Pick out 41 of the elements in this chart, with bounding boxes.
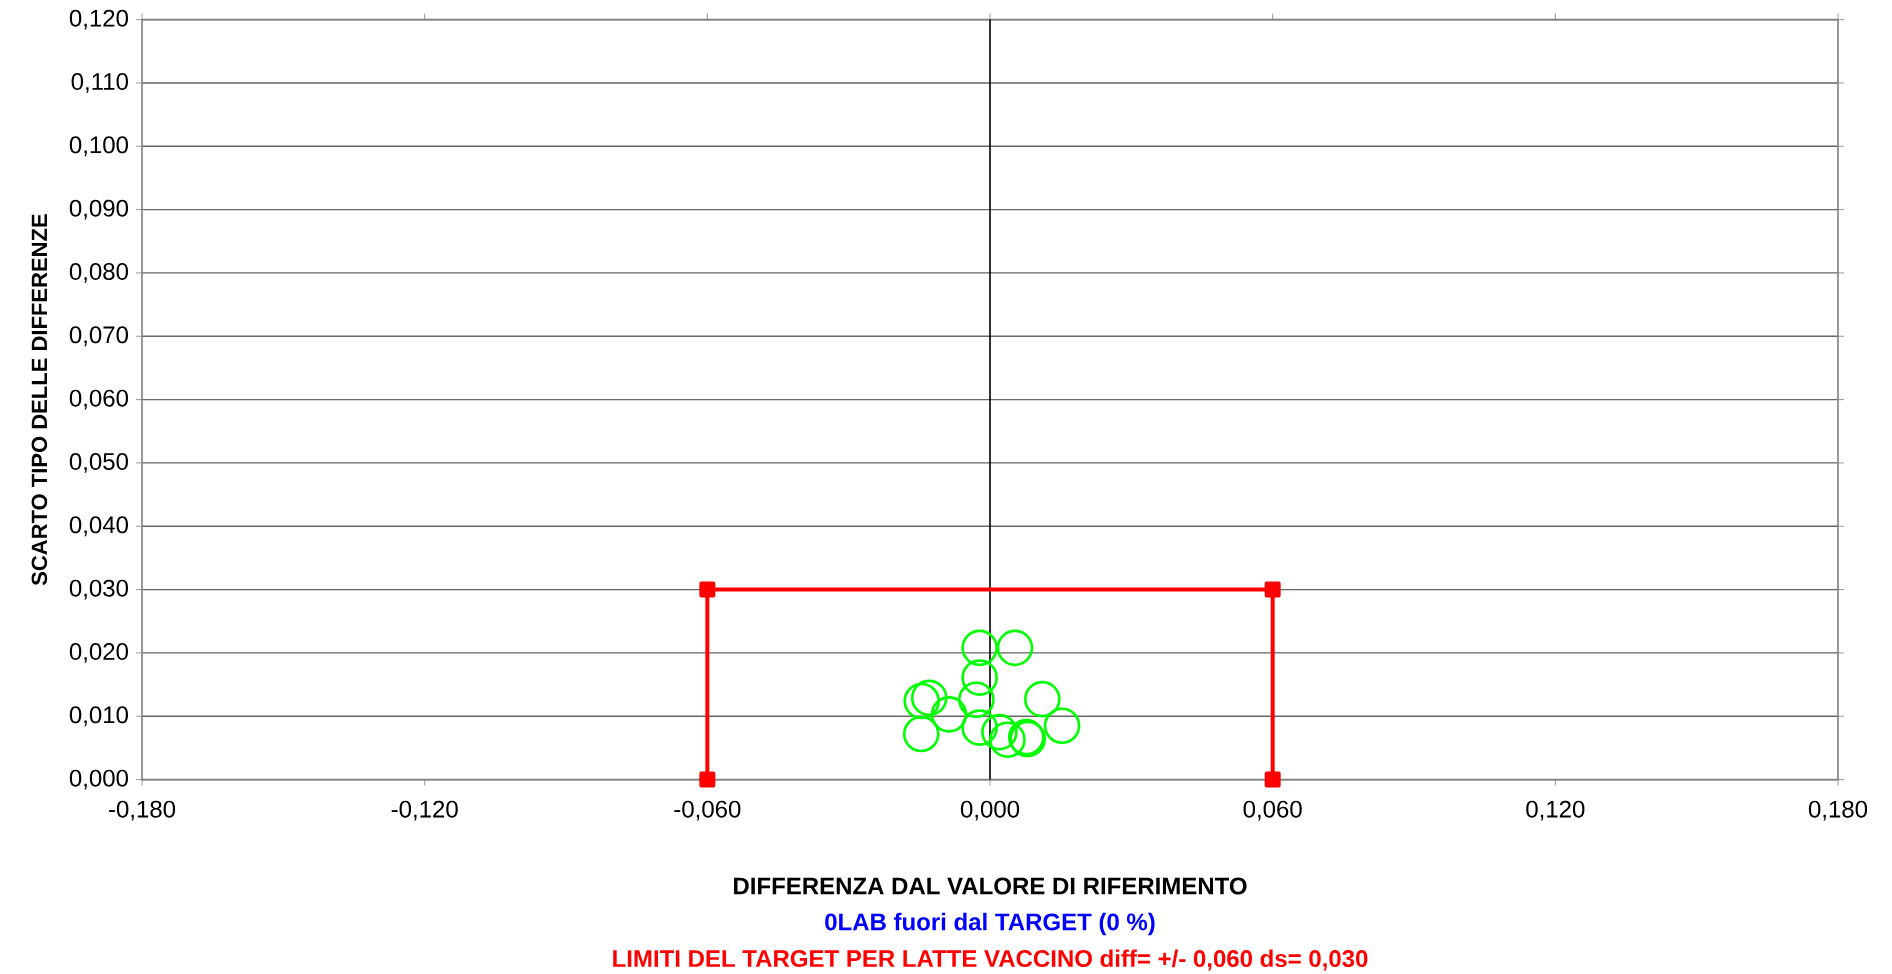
x-tick-label: -0,060 [674,800,741,821]
point [699,581,716,598]
y-tick-label: 0,040 [69,516,129,537]
point [903,682,940,720]
point [958,681,995,719]
point [699,771,716,788]
y-tick-label: 0,010 [69,706,129,727]
x-tick-label: -0,120 [391,800,458,821]
y-tick-label: 0,020 [69,643,129,663]
point [930,696,968,733]
y-tick-label: 0,070 [69,326,129,347]
x-tick-label: 0,120 [1526,800,1585,821]
y-tick-label: 0,030 [69,579,129,600]
x-tick-label: -0,180 [109,800,176,821]
point [902,715,940,753]
y-tick-label: 0,120 [69,9,129,30]
y-tick-label: 0,080 [69,263,129,283]
point [1264,581,1281,598]
point [961,659,998,696]
y-tick-label: 0,000 [69,769,129,790]
point [1264,771,1281,788]
y-tick-label: 0,060 [69,389,129,410]
y-tick-label: 0,100 [69,136,129,157]
x-axis-title: DIFFERENZA DAL VALORE DI RIFERIMENTO [734,877,1247,895]
point [989,721,1026,758]
point [981,713,1018,751]
y-axis-title: SCARTO TIPO DELLE DIFFERENZE [31,214,48,586]
y-tick-label: 0,090 [69,199,129,220]
x-tick-label: 0,180 [1808,800,1868,821]
point [961,709,998,746]
y-tick-label: 0,050 [69,453,129,473]
x-tick-label: 0,060 [1243,800,1302,821]
point [1023,680,1061,718]
point [961,629,998,667]
point [910,679,948,717]
x-tick-label: 0,000 [960,800,1020,821]
y-tick-label: 0,110 [71,73,129,93]
text: LIMITI DEL TARGET PER LATTE VACCINO diff= +/- 0,060 ds= 0,030 [613,949,1368,971]
point [1043,707,1081,745]
text: 0LAB fuori dal TARGET (0 %) [825,912,1155,936]
point [996,629,1034,667]
